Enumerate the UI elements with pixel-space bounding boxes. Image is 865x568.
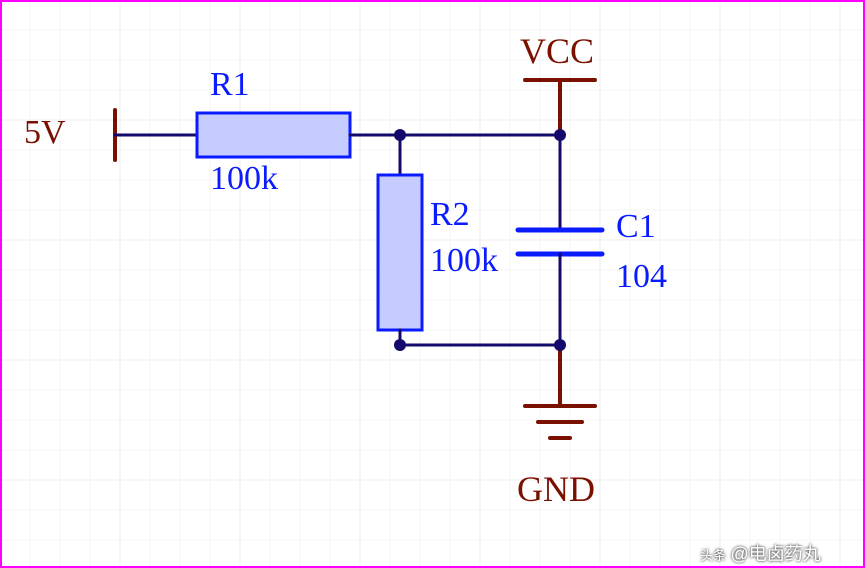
c1-name-label: C1 (616, 208, 656, 246)
background (0, 0, 865, 568)
gnd-net-label: GND (517, 468, 595, 510)
node-top-mid (394, 129, 406, 141)
r2-value-label: 100k (430, 242, 498, 280)
r2-name-label: R2 (430, 196, 470, 234)
vcc-net-label: VCC (520, 30, 594, 72)
component-r2 (378, 175, 422, 330)
schematic-svg (0, 0, 865, 568)
node-top-right (554, 129, 566, 141)
r1-name-label: R1 (210, 66, 250, 104)
watermark-handle: @电卤药丸 (730, 544, 820, 564)
watermark-prefix: 头条 (700, 548, 726, 563)
node-bot-right (554, 339, 566, 351)
r1-value-label: 100k (210, 160, 278, 198)
node-bot-mid (394, 339, 406, 351)
watermark-text: 头条 @电卤药丸 (700, 540, 821, 566)
source-voltage-label: 5V (24, 114, 66, 152)
component-r1 (197, 113, 350, 157)
c1-value-label: 104 (616, 258, 667, 296)
schematic-canvas: 5V R1 100k R2 100k C1 104 VCC GND 头条 @电卤… (0, 0, 865, 568)
